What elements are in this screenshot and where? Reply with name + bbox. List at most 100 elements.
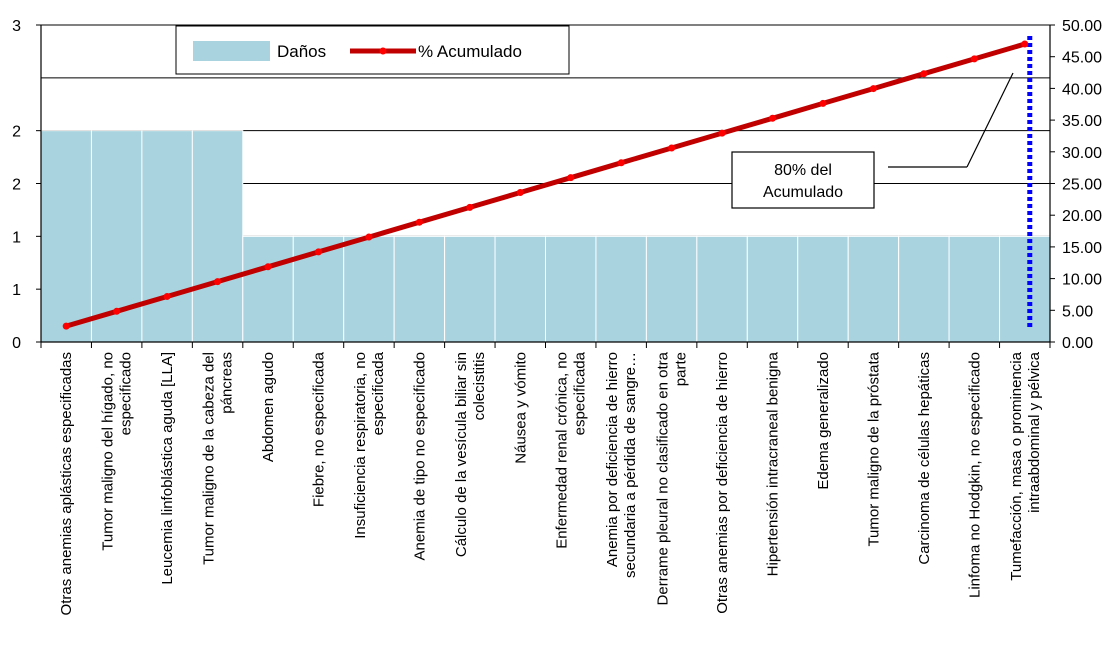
bar — [545, 235, 597, 343]
y-tick-label-left: 2 — [12, 124, 21, 141]
x-tick-label: Edema generalizado — [815, 352, 832, 490]
x-tick-label: colecistitis — [471, 352, 488, 420]
bar — [898, 235, 950, 343]
x-tick-label: Abdomen agudo — [260, 352, 277, 462]
line-point — [769, 114, 777, 122]
legend-swatch-bar — [193, 41, 270, 61]
x-tick-label: Otras anemias aplásticas especificadas — [58, 352, 75, 615]
x-tick-label: Enfermedad renal crónica, no — [554, 352, 571, 549]
bar — [191, 130, 244, 343]
x-tick-label: Hipertensión intracraneal benigna — [765, 351, 782, 576]
bar — [595, 235, 647, 343]
line-point — [819, 99, 827, 107]
line-point — [617, 159, 625, 167]
bar — [645, 235, 698, 343]
x-tick-label: Derrame pleural no clasificado en otra — [655, 351, 672, 605]
y-tick-label-left: 3 — [12, 18, 21, 35]
x-tick-label: Insuficiencia respiratoria, no — [352, 352, 369, 539]
x-tick-label: secundaria a pérdida de sangre… — [622, 352, 639, 578]
bar — [444, 235, 496, 343]
y-tick-label-right: 5.00 — [1062, 303, 1093, 320]
x-tick-label: Anemia por deficiencia de hierro — [604, 352, 621, 567]
line-point — [163, 292, 171, 300]
y-axis-left-ticks: 0 1 1 2 2 3 — [12, 18, 41, 352]
y-tick-label-left: 2 — [12, 177, 21, 194]
y-tick-label-right: 35.00 — [1062, 113, 1102, 130]
line-point — [920, 70, 928, 78]
x-tick-label: Carcinoma de células hepáticas — [916, 352, 933, 565]
x-tick-label: Náusea y vómito — [512, 352, 529, 464]
x-tick-label: intraabdominal y pélvica — [1026, 351, 1043, 513]
line-point — [214, 278, 222, 286]
y-axis-right-ticks: 0.00 5.00 10.00 15.00 20.00 25.00 30.00 35.00 40… — [1050, 18, 1102, 352]
line-point — [567, 174, 575, 182]
x-tick-label: Anemia de tipo no especificado — [411, 352, 428, 560]
bar — [797, 235, 849, 343]
x-tick-label: especificado — [118, 352, 135, 435]
y-tick-label-right: 50.00 — [1062, 18, 1102, 35]
legend-label: % Acumulado — [418, 42, 522, 61]
x-tick-label: Tumor maligno de la próstata — [865, 351, 882, 546]
bar — [746, 235, 799, 343]
callout-box — [731, 151, 875, 209]
line-point — [718, 129, 726, 137]
line-point — [62, 322, 70, 330]
x-tick-label: especificada — [370, 351, 387, 435]
bar — [999, 235, 1051, 343]
legend-label: Daños — [277, 42, 326, 61]
x-tick-label: páncreas — [219, 352, 236, 414]
line-point — [668, 144, 676, 152]
cumulative-line-path — [65, 41, 1026, 329]
bar — [40, 130, 92, 343]
x-tick-label: especificada — [572, 351, 589, 435]
x-tick-label: Cálculo de la vesícula biliar sin — [453, 352, 470, 557]
line-point — [314, 248, 322, 256]
line-point — [365, 233, 373, 241]
x-tick-label: Leucemia linfoblástica aguda [LLA] — [159, 352, 176, 585]
bar — [847, 235, 900, 343]
callout-text: 80% del — [774, 162, 832, 179]
x-tick-label: Otras anemias por deficiencia de hierro — [714, 352, 731, 614]
line-point — [1021, 40, 1029, 48]
y-tick-label-right: 30.00 — [1062, 145, 1102, 162]
y-tick-label-left: 1 — [12, 229, 21, 246]
y-tick-label-right: 45.00 — [1062, 50, 1102, 67]
bars — [40, 130, 1051, 343]
line-point — [466, 203, 474, 211]
y-tick-label-right: 15.00 — [1062, 240, 1102, 257]
bar — [393, 235, 446, 343]
x-axis-ticks: Otras anemias aplásticas especificadas Tu… — [40, 342, 1051, 615]
bar — [948, 235, 1001, 343]
x-tick-label: parte — [673, 352, 690, 386]
bar — [343, 235, 395, 343]
bar — [242, 235, 294, 343]
y-tick-label-left: 0 — [12, 335, 21, 352]
y-tick-label-right: 40.00 — [1062, 81, 1102, 98]
x-tick-label: Linfoma no Hodgkin, no especificado — [966, 352, 983, 598]
line-point — [516, 189, 524, 197]
x-tick-label: Fiebre, no especificada — [310, 351, 327, 507]
bar — [696, 235, 748, 343]
line-point — [264, 263, 272, 271]
line-point — [415, 218, 423, 226]
x-tick-label: Tumefacción, masa o prominencia — [1008, 351, 1025, 580]
line-point — [869, 85, 877, 93]
y-tick-label-right: 0.00 — [1062, 335, 1093, 352]
callout-leader — [966, 72, 1014, 168]
line-point — [970, 55, 978, 63]
callout: 80% del Acumulado — [731, 72, 1014, 209]
bar — [141, 130, 193, 343]
line-point — [113, 307, 121, 315]
y-tick-label-right: 25.00 — [1062, 177, 1102, 194]
x-tick-label: Tumor maligno del hígado, no — [100, 352, 117, 551]
legend: Daños % Acumulado — [175, 25, 570, 75]
y-tick-label-right: 10.00 — [1062, 272, 1102, 289]
bar — [494, 235, 546, 343]
cumulative-line — [62, 40, 1029, 330]
x-tick-label: Tumor maligno de la cabeza del — [201, 352, 218, 565]
legend-swatch-marker — [379, 47, 387, 55]
callout-text: Acumulado — [763, 184, 843, 201]
y-tick-label-right: 20.00 — [1062, 208, 1102, 225]
